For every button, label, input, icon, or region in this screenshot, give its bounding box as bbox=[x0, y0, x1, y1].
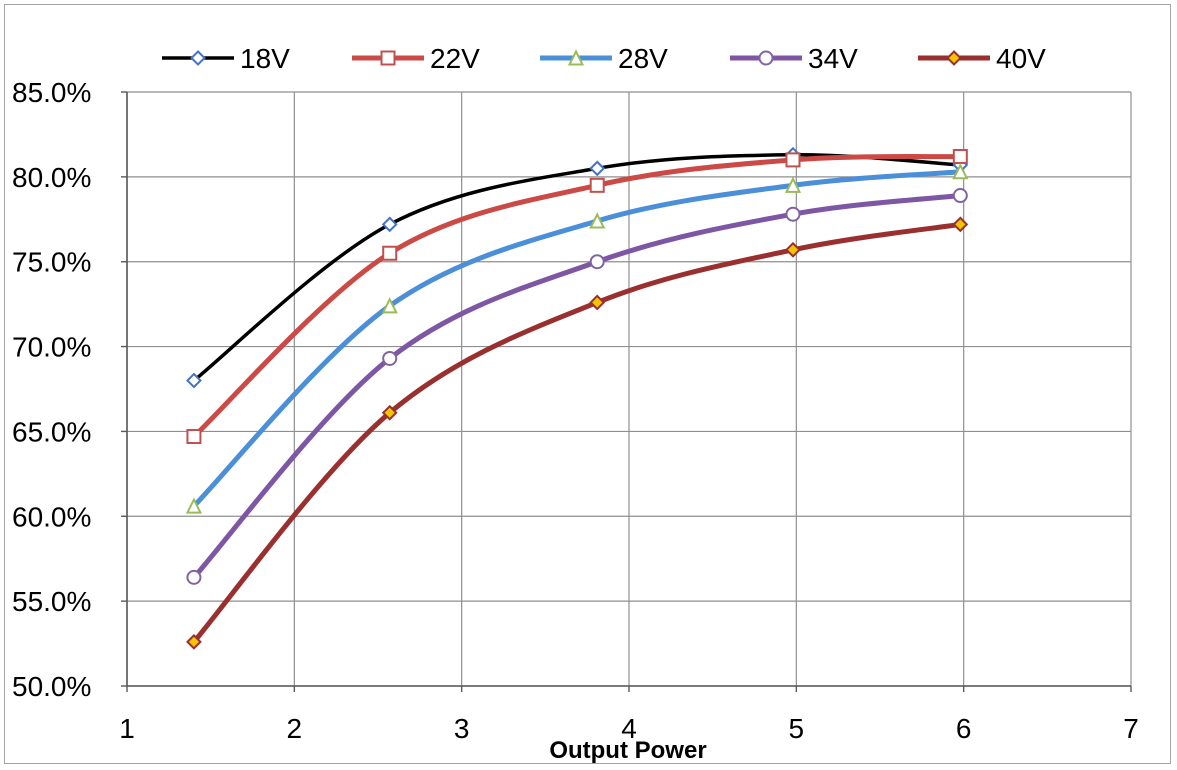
data-point-22v-0 bbox=[186, 429, 202, 445]
data-point-34v-3 bbox=[785, 206, 801, 222]
data-point-18v-2 bbox=[589, 160, 606, 177]
x-axis-title: Output Power bbox=[549, 737, 706, 764]
legend-item-34v: 34V bbox=[730, 43, 858, 74]
series-line-40v bbox=[191, 221, 963, 645]
marker-layer bbox=[185, 146, 969, 650]
data-point-18v-0 bbox=[186, 372, 202, 389]
data-point-34v-0 bbox=[186, 569, 202, 585]
legend-label: 28V bbox=[618, 43, 668, 74]
data-point-28v-3 bbox=[784, 176, 802, 193]
data-point-22v-1 bbox=[382, 245, 398, 261]
legend-marker bbox=[380, 50, 396, 66]
series-line-34v bbox=[191, 193, 963, 580]
series-layer bbox=[191, 153, 963, 645]
y-tick-label: 50.0% bbox=[12, 671, 91, 702]
series-line-28v bbox=[191, 169, 963, 509]
data-point-28v-4 bbox=[952, 163, 969, 180]
data-point-22v-2 bbox=[589, 177, 605, 193]
y-tick-label: 75.0% bbox=[12, 247, 91, 278]
data-point-40v-1 bbox=[381, 404, 398, 421]
legend-marker bbox=[946, 50, 962, 66]
data-point-34v-4 bbox=[952, 188, 968, 204]
data-point-40v-3 bbox=[785, 241, 801, 258]
legend: 18V 22V 28V 34V 40V bbox=[162, 43, 1046, 74]
data-point-28v-2 bbox=[589, 212, 606, 229]
data-point-40v-4 bbox=[952, 216, 969, 233]
legend-marker bbox=[190, 50, 206, 66]
legend-label: 34V bbox=[808, 43, 858, 74]
legend-label: 22V bbox=[430, 43, 480, 74]
data-point-40v-0 bbox=[186, 633, 202, 650]
x-tick-label: 7 bbox=[1123, 713, 1139, 744]
legend-marker bbox=[758, 50, 774, 66]
data-point-28v-0 bbox=[185, 497, 203, 514]
data-point-22v-4 bbox=[952, 148, 968, 164]
x-tick-label: 6 bbox=[956, 713, 972, 744]
y-tick-label: 80.0% bbox=[12, 162, 91, 193]
legend-item-28v: 28V bbox=[540, 43, 668, 74]
data-point-28v-1 bbox=[381, 297, 398, 314]
legend-item-18v: 18V bbox=[162, 43, 290, 74]
x-tick-label: 2 bbox=[287, 713, 303, 744]
data-point-22v-3 bbox=[785, 152, 801, 168]
series-line-22v bbox=[191, 153, 963, 440]
data-point-34v-2 bbox=[589, 254, 605, 270]
y-tick-label: 65.0% bbox=[12, 416, 91, 447]
y-tick-label: 60.0% bbox=[12, 501, 91, 532]
axis-layer: 1 2 3 4 5 6 7 50.0% 55.0% 60.0% 65.0% 70.0% 75.0% 80.… bbox=[12, 77, 1139, 744]
data-point-34v-1 bbox=[382, 350, 398, 366]
y-tick-label: 55.0% bbox=[12, 586, 91, 617]
y-tick-label: 70.0% bbox=[12, 332, 91, 363]
legend-label: 18V bbox=[240, 43, 290, 74]
x-tick-label: 1 bbox=[119, 713, 135, 744]
data-point-40v-2 bbox=[589, 294, 606, 311]
x-tick-label: 5 bbox=[789, 713, 805, 744]
legend-item-22v: 22V bbox=[352, 43, 480, 74]
legend-marker bbox=[567, 49, 585, 66]
legend-item-40v: 40V bbox=[918, 43, 1046, 74]
y-tick-label: 85.0% bbox=[12, 77, 91, 108]
x-tick-label: 3 bbox=[454, 713, 470, 744]
legend-label: 40V bbox=[996, 43, 1046, 74]
data-point-18v-1 bbox=[381, 216, 398, 233]
x-tick-label: 4 bbox=[621, 713, 637, 744]
